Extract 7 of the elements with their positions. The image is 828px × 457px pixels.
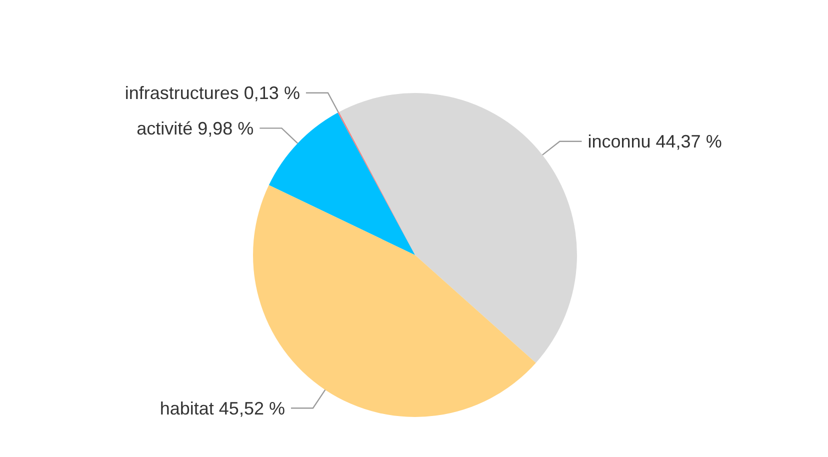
pie-slice	[338, 112, 415, 255]
pie-slice	[268, 112, 415, 255]
slice-label: habitat 45,52 %	[160, 398, 285, 418]
slice-label: activité 9,98 %	[136, 118, 254, 138]
pie-slice	[338, 93, 577, 363]
slice-label: inconnu 44,37 %	[588, 132, 722, 152]
slice-label: infrastructures 0,13 %	[124, 83, 300, 104]
